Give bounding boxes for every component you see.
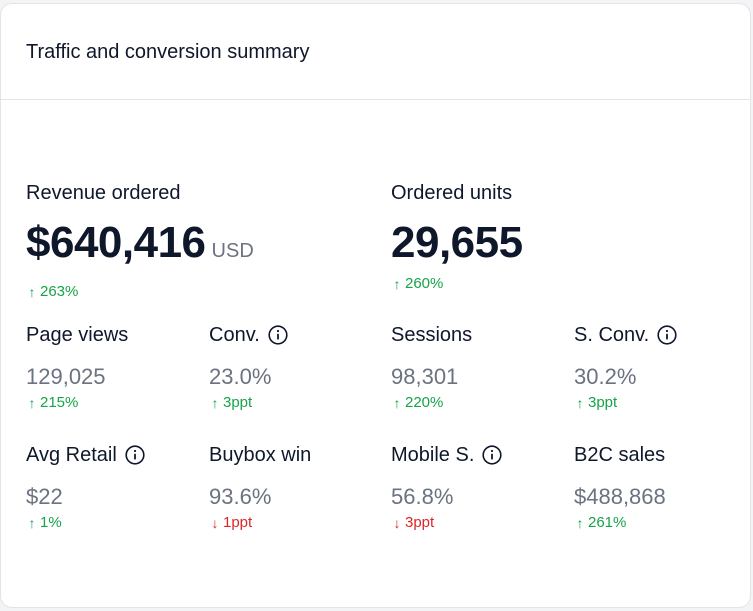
metric-label: Avg Retail [26,443,145,467]
currency-label: USD [211,240,254,262]
metric-value: $488,868 [574,484,666,509]
info-icon[interactable] [657,325,677,345]
metric-sessions: Sessions 98,301 ↑ 220% [391,323,472,412]
metric-value: $640,416 USD [26,218,254,267]
metric-change: ↑ 261% [574,514,666,532]
metric-s-conv: S. Conv. 30.2% ↑ 3ppt [574,323,677,412]
up-arrow-icon: ↑ [211,395,219,411]
up-arrow-icon: ↑ [28,515,36,531]
metric-value: 56.8% [391,484,454,509]
up-arrow-icon: ↑ [393,395,401,411]
metric-label: Mobile S. [391,443,502,467]
metric-label: Sessions [391,324,473,346]
metric-label: Buybox win [209,444,312,466]
info-icon[interactable] [482,445,502,465]
metric-value: $22 [26,484,63,509]
up-arrow-icon: ↑ [28,284,36,300]
info-icon[interactable] [268,325,288,345]
metric-change: ↑ 263% [26,283,254,301]
metric-change: ↑ 260% [391,275,523,293]
metric-value: 98,301 [391,364,459,389]
metric-change: ↑ 1% [26,514,145,532]
info-icon[interactable] [125,445,145,465]
card-title: Traffic and conversion summary [26,41,310,63]
metric-label: Revenue ordered [26,182,181,204]
metric-label: Conv. [209,323,288,347]
metric-buybox-win: Buybox win 93.6% ↓ 1ppt [209,443,311,532]
metric-conv: Conv. 23.0% ↑ 3ppt [209,323,288,412]
up-arrow-icon: ↑ [576,515,584,531]
metric-change: ↑ 3ppt [209,394,288,412]
metric-label: Ordered units [391,182,513,204]
traffic-summary-card: Traffic and conversion summary Revenue o… [0,3,751,608]
metric-change: ↓ 1ppt [209,514,311,532]
metric-label: Page views [26,324,129,346]
metric-label: S. Conv. [574,323,677,347]
metric-page-views: Page views 129,025 ↑ 215% [26,323,128,412]
metric-change: ↑ 220% [391,394,472,412]
up-arrow-icon: ↑ [576,395,584,411]
metric-change: ↑ 215% [26,394,128,412]
metric-label: B2C sales [574,444,666,466]
up-arrow-icon: ↑ [28,395,36,411]
metric-change: ↓ 3ppt [391,514,502,532]
metric-value: 30.2% [574,364,637,389]
metric-value: 129,025 [26,364,106,389]
down-arrow-icon: ↓ [393,515,401,531]
metric-ordered-units: Ordered units 29,655 ↑ 260% [391,181,523,293]
down-arrow-icon: ↓ [211,515,219,531]
metric-b2c-sales: B2C sales $488,868 ↑ 261% [574,443,666,532]
metric-value: 29,655 [391,218,523,267]
metric-change: ↑ 3ppt [574,394,677,412]
metric-value: 93.6% [209,484,272,509]
metric-value: 23.0% [209,364,272,389]
metric-avg-retail: Avg Retail $22 ↑ 1% [26,443,145,532]
up-arrow-icon: ↑ [393,276,401,292]
metric-mobile-s: Mobile S. 56.8% ↓ 3ppt [391,443,502,532]
metric-revenue-ordered: Revenue ordered $640,416 USD ↑ 263% [26,181,254,301]
card-header: Traffic and conversion summary [1,4,750,100]
